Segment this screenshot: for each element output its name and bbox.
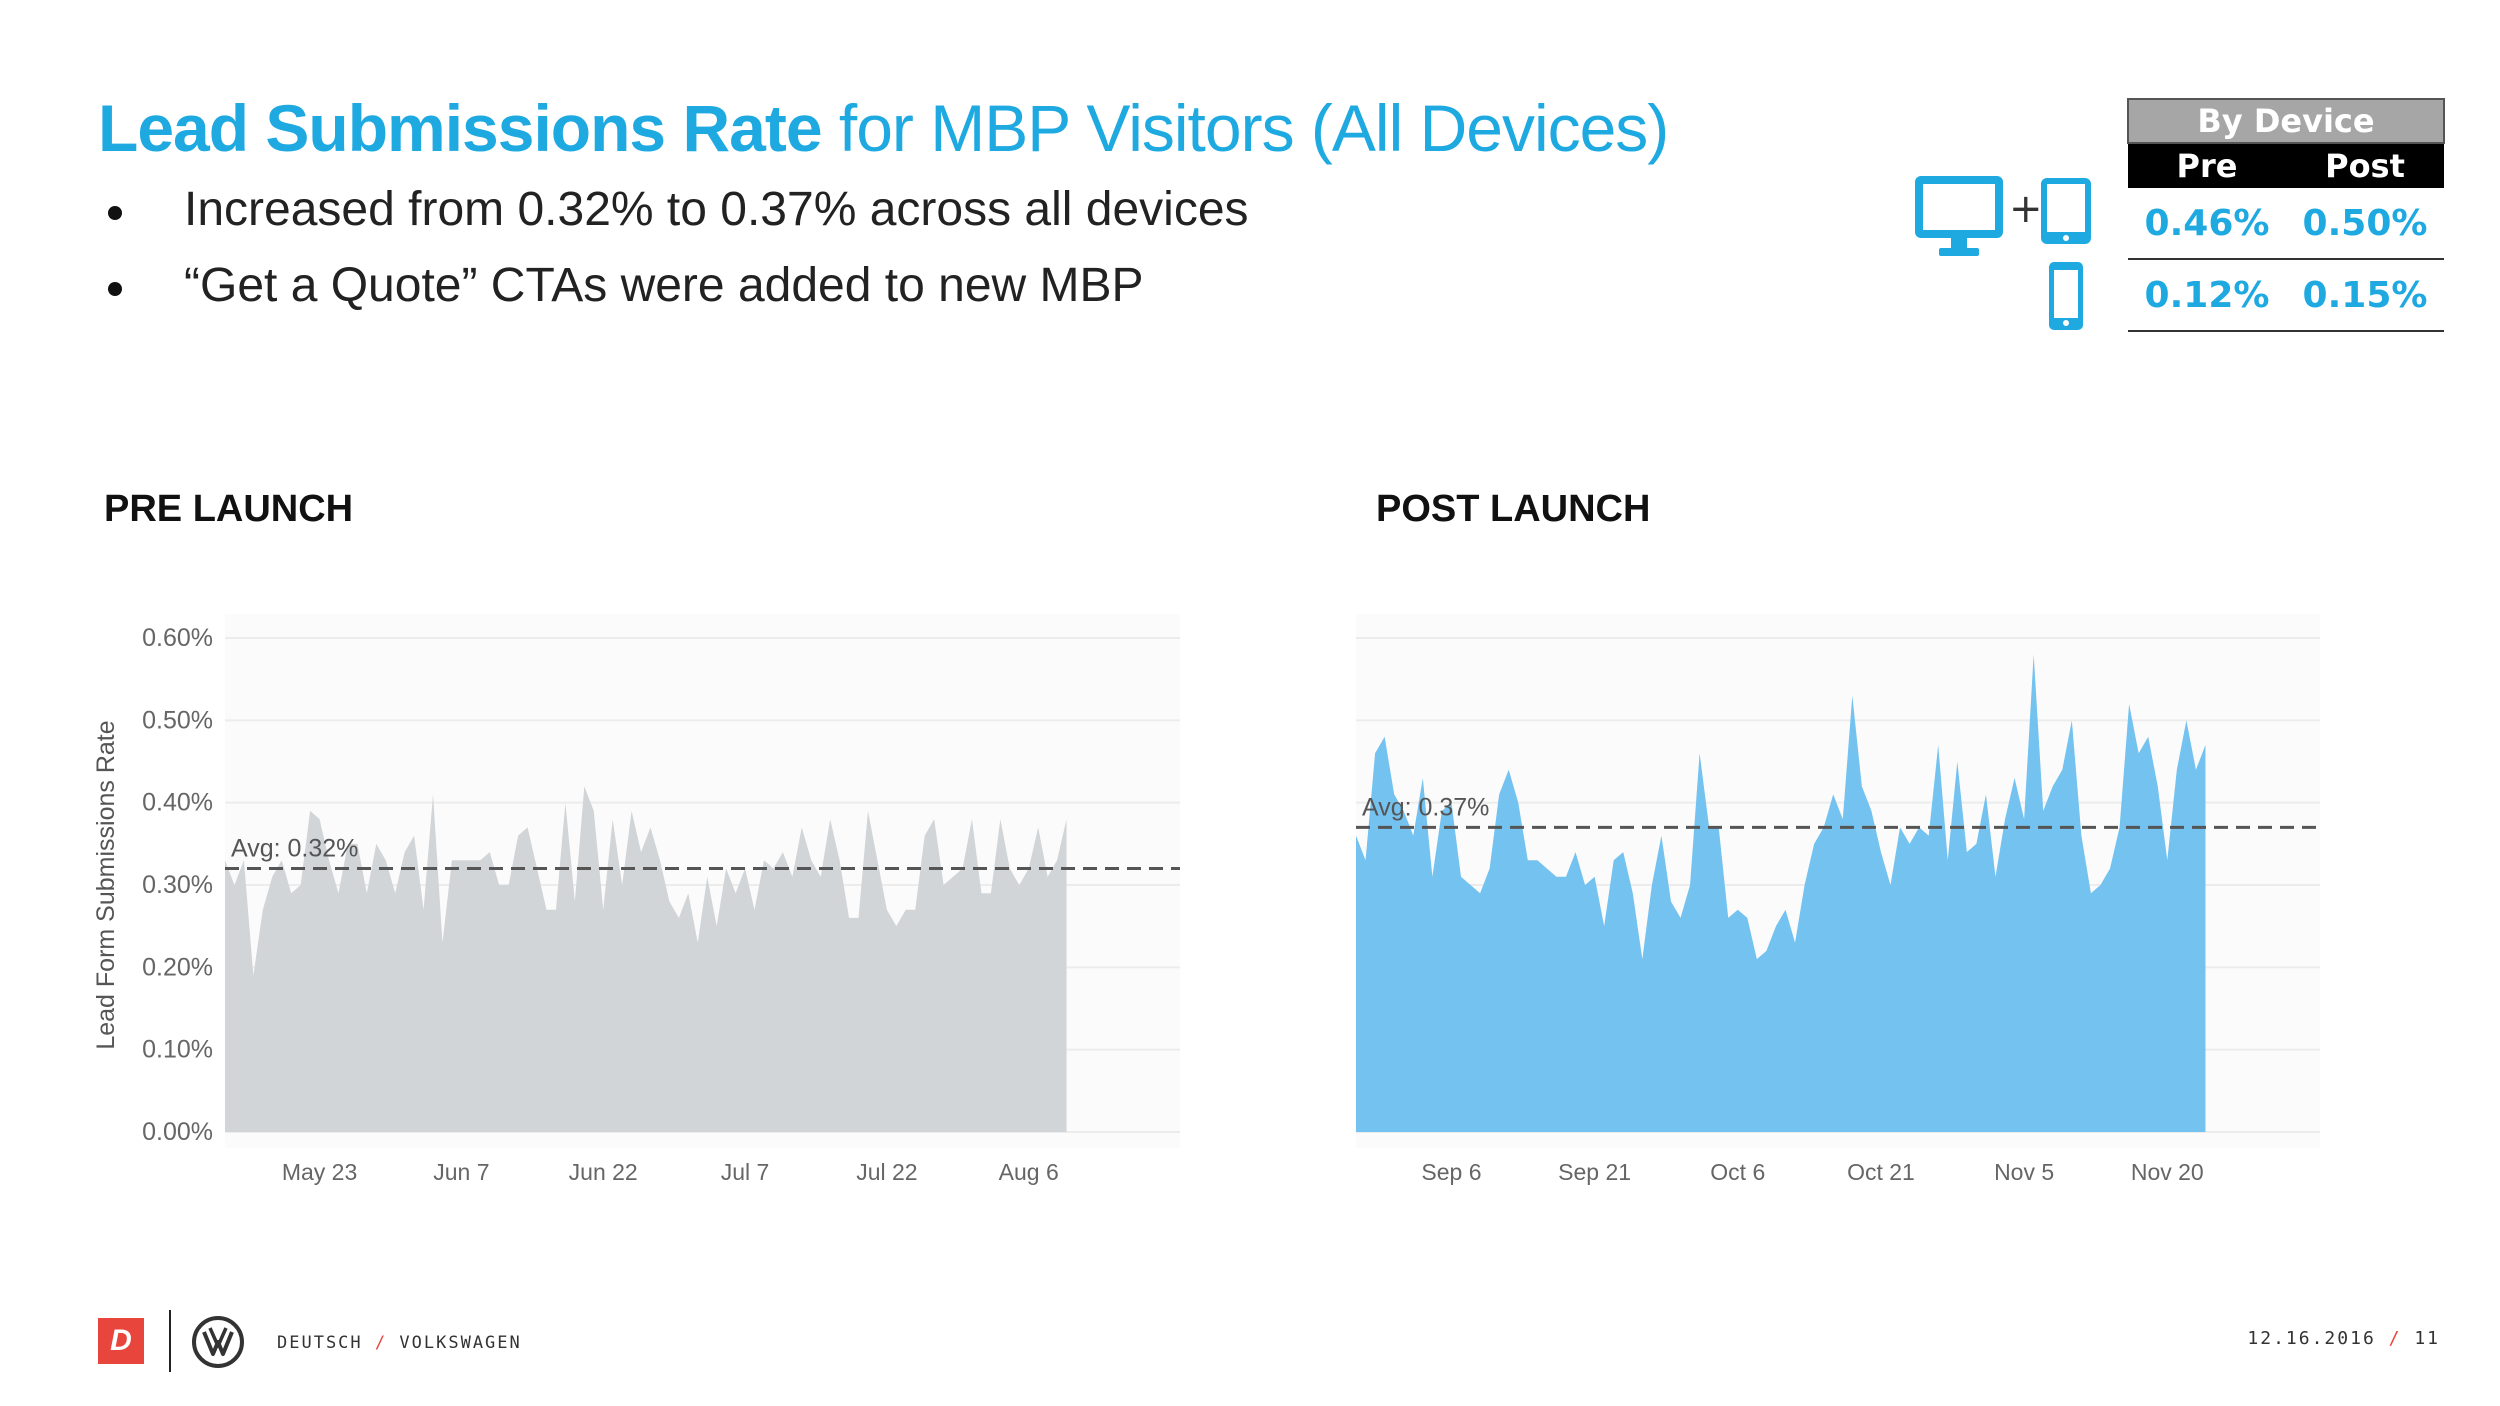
y-tick-label: 0.20% <box>142 953 213 981</box>
x-tick-label: May 23 <box>282 1159 357 1185</box>
footer-date-page: 12.16.2016 / 11 <box>2247 1328 2440 1349</box>
col-post-header: Post <box>2286 143 2444 188</box>
avg-label: Avg: 0.32% <box>231 835 358 863</box>
x-tick-label: Jul 7 <box>721 1159 770 1185</box>
page-number: 11 <box>2414 1328 2440 1349</box>
col-pre-header: Pre <box>2128 143 2286 188</box>
x-tick-label: Aug 6 <box>999 1159 1059 1185</box>
y-tick-label: 0.00% <box>142 1118 213 1146</box>
post-launch-chart: Sep 6 Sep 21 Oct 6 Oct 21 Nov 5 Nov 20 Avg: 0.… <box>1356 614 2320 1185</box>
post-launch-heading: POST LAUNCH <box>1376 488 1651 530</box>
vw-logo-icon <box>192 1316 244 1368</box>
brand-slash: / <box>374 1333 388 1353</box>
x-tick-label: Jul 22 <box>856 1159 917 1185</box>
area-series <box>225 786 1067 1132</box>
device-icons: + <box>1915 176 2091 330</box>
x-tick-label: Sep 21 <box>1558 1159 1631 1185</box>
footer-brand: DEUTSCH / VOLKSWAGEN <box>277 1333 522 1353</box>
mobile-pre-value: 0.12% <box>2128 259 2286 332</box>
x-tick-label: Jun 22 <box>569 1159 638 1185</box>
title-rest: for MBP Visitors (All Devices) <box>821 91 1669 165</box>
table-row: 0.46% 0.50% <box>2128 188 2444 260</box>
mobile-icon <box>2049 262 2083 330</box>
x-tick-label: Nov 20 <box>2131 1159 2204 1185</box>
y-tick-label: 0.60% <box>142 624 213 652</box>
tablet-icon <box>2041 178 2091 244</box>
bullet-item: Increased from 0.32% to 0.37% across all… <box>98 172 1249 248</box>
x-tick-label: Sep 6 <box>1421 1159 1481 1185</box>
footer-divider <box>169 1310 171 1372</box>
footer-slash: / <box>2388 1328 2402 1349</box>
bullet-item: “Get a Quote” CTAs were added to new MBP <box>98 248 1249 324</box>
brand-left: DEUTSCH <box>277 1333 363 1353</box>
plus-sign: + <box>2009 186 2043 232</box>
y-axis-title: Lead Form Submissions Rate <box>92 720 120 1049</box>
title-bold: Lead Submissions Rate <box>98 91 823 165</box>
mobile-post-value: 0.15% <box>2286 259 2444 332</box>
desktop-post-value: 0.50% <box>2286 188 2444 260</box>
deutsch-logo: D <box>98 1318 144 1364</box>
brand-right: VOLKSWAGEN <box>399 1333 522 1353</box>
y-tick-label: 0.40% <box>142 789 213 817</box>
x-tick-label: Nov 5 <box>1994 1159 2054 1185</box>
device-table-caption: By Device <box>2127 98 2445 144</box>
x-tick-label: Oct 6 <box>1710 1159 1765 1185</box>
device-table: By Device Pre Post 0.46% 0.50% 0.12% 0.1… <box>2127 98 2445 332</box>
desktop-pre-value: 0.46% <box>2128 188 2286 260</box>
bullet-list: Increased from 0.32% to 0.37% across all… <box>98 172 1249 324</box>
y-tick-label: 0.30% <box>142 871 213 899</box>
x-tick-label: Jun 7 <box>433 1159 489 1185</box>
x-tick-label: Oct 21 <box>1847 1159 1915 1185</box>
pre-launch-chart: 0.00% 0.10% 0.20% 0.30% 0.40% 0.50% 0.60% May 2… <box>92 614 1180 1185</box>
table-row: 0.12% 0.15% <box>2128 259 2444 332</box>
desktop-icon <box>1915 176 2003 256</box>
footer-date: 12.16.2016 <box>2247 1328 2376 1349</box>
page-title: Lead Submissions Rate for MBP Visitors (… <box>98 88 1669 168</box>
y-tick-label: 0.50% <box>142 706 213 734</box>
area-series <box>1356 654 2206 1132</box>
avg-label: Avg: 0.37% <box>1362 793 1489 821</box>
pre-launch-heading: PRE LAUNCH <box>104 488 354 530</box>
y-tick-label: 0.10% <box>142 1036 213 1064</box>
